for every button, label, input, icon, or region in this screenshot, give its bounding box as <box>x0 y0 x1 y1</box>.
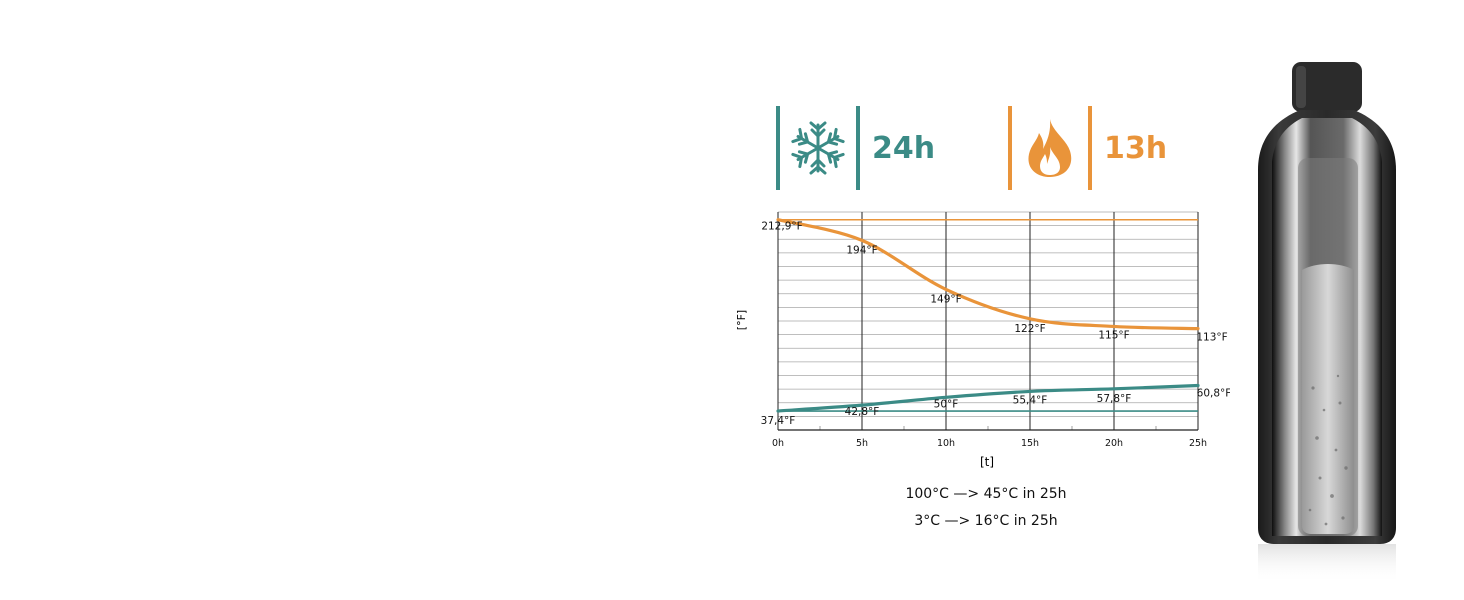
reference-lines <box>778 218 1198 412</box>
series-line <box>776 218 1200 331</box>
x-tick-label: 25h <box>1189 438 1207 449</box>
cold-retention-value: 24h <box>872 130 936 166</box>
x-tick-label: 0h <box>772 438 784 449</box>
data-label: 42,8°F <box>845 406 880 418</box>
data-label: 194°F <box>846 244 877 256</box>
data-label: 115°F <box>1098 329 1129 341</box>
snowflake-icon <box>780 106 856 190</box>
badge-divider <box>1008 106 1012 190</box>
hot-caption: 100°C —> 45°C in 25h <box>905 486 1067 502</box>
series-line <box>776 383 1200 413</box>
chart-grid-minor <box>777 211 1199 431</box>
data-label: 113°F <box>1196 332 1227 344</box>
chart-grid-major <box>777 212 1199 431</box>
x-tick-labels: 0h 5h 10h 15h 20h 25h <box>772 438 1207 449</box>
cold-retention-badge: 24h <box>776 106 935 190</box>
data-label: 149°F <box>930 293 961 305</box>
temperature-chart: 212,9°F 194°F 149°F 122°F 115°F 113°F 37,4°F 42… <box>735 211 1230 469</box>
x-tick-label: 15h <box>1021 438 1039 449</box>
x-tick-label: 10h <box>937 438 955 449</box>
cold-caption: 3°C —> 16°C in 25h <box>914 513 1058 529</box>
data-label: 212,9°F <box>761 221 802 233</box>
y-axis-label: [°F] <box>735 310 748 330</box>
data-label: 37,4°F <box>761 415 796 427</box>
data-label: 60,8°F <box>1197 388 1230 400</box>
data-label: 57,8°F <box>1097 393 1132 405</box>
data-label: 122°F <box>1014 323 1045 335</box>
badge-divider <box>856 106 860 190</box>
data-label: 55,4°F <box>1013 394 1048 406</box>
x-axis-label: [t] <box>980 455 994 469</box>
flame-icon <box>1012 106 1088 190</box>
hot-retention-badge: 13h <box>1008 106 1167 190</box>
bottle-image <box>1258 62 1396 584</box>
x-tick-label: 5h <box>856 438 868 449</box>
badge-divider <box>776 106 780 190</box>
data-labels: 212,9°F 194°F 149°F 122°F 115°F 113°F 37,4°F 42… <box>761 221 1230 427</box>
data-label: 50°F <box>934 398 959 410</box>
x-tick-label: 20h <box>1105 438 1123 449</box>
hot-retention-value: 13h <box>1104 130 1168 166</box>
series-lines <box>776 218 1200 413</box>
badge-divider <box>1088 106 1092 190</box>
